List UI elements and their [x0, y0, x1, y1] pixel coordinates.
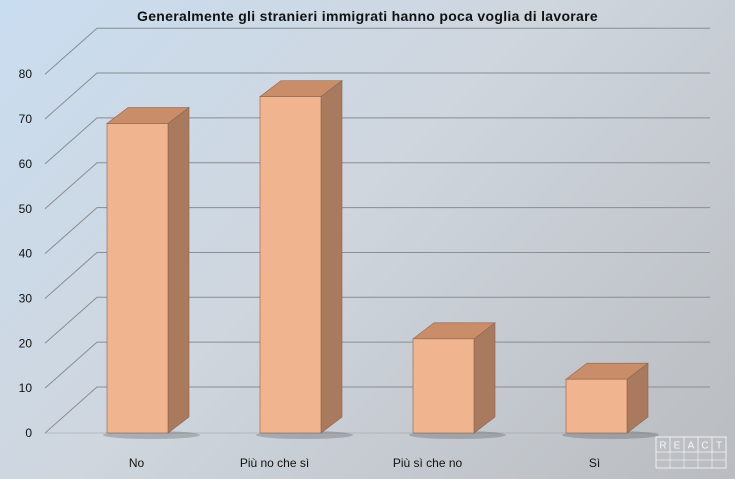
bar-front: [106, 123, 169, 434]
y-tick-label: 80: [19, 67, 33, 81]
bar-side: [473, 322, 496, 434]
bars-layer: [103, 80, 659, 439]
y-tick-label: 50: [19, 202, 33, 216]
svg-text:A: A: [688, 441, 695, 452]
y-tick-label: 40: [19, 247, 33, 261]
x-category-label: Sì: [589, 456, 600, 470]
gridline-40: [44, 207, 710, 254]
bar-side: [320, 80, 343, 434]
bar-0: [103, 106, 200, 439]
y-tick-label: 70: [19, 112, 33, 126]
gridline-10: [44, 341, 710, 389]
svg-text:C: C: [701, 441, 708, 452]
y-tick-label: 10: [19, 381, 33, 395]
gridline-80: [44, 27, 710, 75]
bar-front: [412, 338, 475, 434]
svg-text:T: T: [716, 441, 722, 452]
grid-layer: [44, 27, 710, 434]
bar-front: [565, 378, 628, 434]
chart-title: Generalmente gli stranieri immigrati han…: [137, 8, 598, 24]
gridline-30: [44, 251, 710, 299]
gridline-0: [44, 386, 710, 434]
y-tick-label: 60: [19, 157, 33, 171]
y-tick-label: 0: [25, 426, 32, 440]
bar-side: [167, 106, 190, 434]
x-category-label: Più sì che no: [393, 456, 463, 470]
bar-3: [562, 362, 659, 439]
x-axis-labels: No Più no che sì Più sì che no Sì: [129, 456, 600, 470]
x-category-label: No: [129, 456, 145, 470]
x-category-label: Più no che sì: [240, 456, 309, 470]
gridline-60: [44, 117, 710, 165]
y-tick-label: 20: [19, 336, 33, 350]
bar-1: [256, 80, 353, 439]
y-tick-label: 30: [19, 291, 33, 305]
bar-front: [259, 96, 322, 434]
svg-text:E: E: [674, 441, 681, 452]
gridline-70: [44, 72, 710, 120]
y-axis-ticks: 0 10 20 30 40 50 60 70 80: [19, 67, 33, 440]
svg-text:R: R: [659, 441, 666, 452]
bar-2: [409, 322, 506, 439]
gridline-50: [44, 162, 710, 210]
gridline-20: [44, 296, 710, 344]
